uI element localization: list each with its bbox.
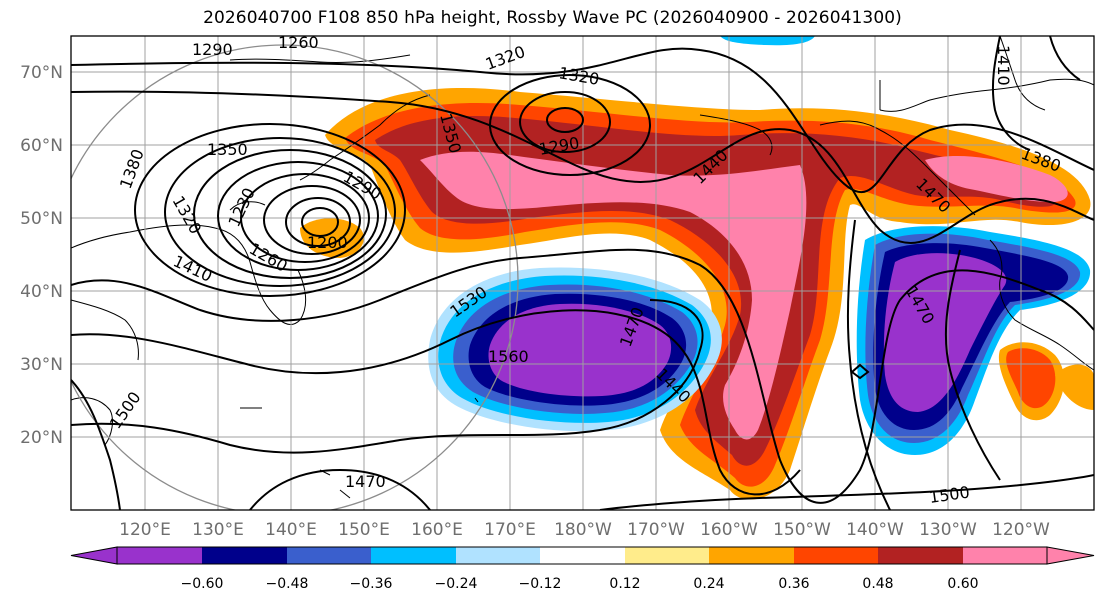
colorbar-bin — [540, 547, 625, 564]
colorbar-tick-label: −0.48 — [266, 576, 309, 592]
longitude-labels: 120°E 130°E 140°E 150°E 160°E 170°E 180°… — [119, 520, 1050, 540]
colorbar-bin — [117, 547, 202, 564]
latitude-labels: 70°N 60°N 50°N 40°N 30°N 20°N — [20, 63, 63, 448]
positive-anomaly-southeast-red — [1006, 348, 1056, 409]
colorbar-tick-label: −0.24 — [435, 576, 478, 592]
lon-tick-label: 130°W — [919, 520, 977, 540]
contour-label: 1260 — [278, 33, 319, 52]
colorbar-extend-min — [70, 546, 118, 565]
lat-tick-label: 20°N — [20, 428, 63, 448]
lon-tick-label: 170°W — [627, 520, 685, 540]
lon-tick-label: 140°E — [265, 520, 317, 540]
negative-anomaly-central-purple — [488, 303, 672, 397]
lon-tick-label: 140°W — [846, 520, 904, 540]
colorbar-tick-label: 0.48 — [862, 576, 893, 592]
lon-tick-label: 120°E — [119, 520, 171, 540]
colorbar-bin — [625, 547, 709, 564]
lon-tick-label: 160°E — [411, 520, 463, 540]
map-area: 1290 1260 1320 1320 1350 1290 1380 1350 … — [71, 33, 1094, 510]
colorbar: −0.60 −0.48 −0.36 −0.24 −0.12 0.12 0.24 … — [70, 546, 1095, 592]
lon-tick-label: 150°W — [773, 520, 831, 540]
lon-tick-label: 120°W — [992, 520, 1050, 540]
colorbar-bin — [202, 547, 287, 564]
lon-tick-label: 150°E — [338, 520, 390, 540]
lat-tick-label: 70°N — [20, 63, 63, 83]
colorbar-tick-label: 0.24 — [693, 576, 724, 592]
height-contours — [71, 36, 1094, 510]
map-frame — [70, 35, 1095, 511]
colorbar-tick-label: −0.36 — [350, 576, 393, 592]
contour-label: 1560 — [488, 347, 529, 366]
map-title: 2026040700 F108 850 hPa height, Rossby W… — [203, 8, 902, 28]
colorbar-tick-label: −0.60 — [181, 576, 224, 592]
lon-tick-label: 130°E — [192, 520, 244, 540]
colorbar-bin — [794, 547, 878, 564]
colorbar-tick-label: 0.12 — [609, 576, 640, 592]
range-circle — [71, 44, 519, 510]
colorbar-bin — [709, 547, 794, 564]
lon-tick-label: 180°W — [554, 520, 612, 540]
lat-tick-label: 30°N — [20, 355, 63, 375]
positive-anomaly-pink-northeast — [925, 155, 1068, 203]
colorbar-bin — [963, 547, 1047, 564]
colorbar-tick-label: 0.60 — [947, 576, 978, 592]
contour-label: 1200 — [307, 233, 348, 252]
colorbar-extend-max — [1046, 546, 1095, 565]
positive-anomaly-far-east — [1055, 364, 1094, 410]
lat-tick-label: 40°N — [20, 282, 63, 302]
rossby-wave-pc-shading — [300, 36, 1094, 500]
colorbar-tick-label: −0.12 — [519, 576, 562, 592]
colorbar-bin — [287, 547, 371, 564]
colorbar-bin — [371, 547, 456, 564]
contour-label: 1470 — [345, 472, 386, 491]
lon-tick-label: 170°E — [484, 520, 536, 540]
colorbar-bin — [878, 547, 963, 564]
contour-label: 1290 — [192, 40, 233, 59]
contour-label: 1350 — [207, 140, 248, 159]
contour-label: 1410 — [994, 45, 1013, 86]
lon-tick-label: 160°W — [700, 520, 758, 540]
positive-anomaly-top — [720, 36, 815, 46]
colorbar-bin — [456, 547, 540, 564]
lat-tick-label: 60°N — [20, 136, 63, 156]
lat-tick-label: 50°N — [20, 209, 63, 229]
colorbar-tick-label: 0.36 — [778, 576, 809, 592]
positive-anomaly-pink — [420, 151, 807, 440]
